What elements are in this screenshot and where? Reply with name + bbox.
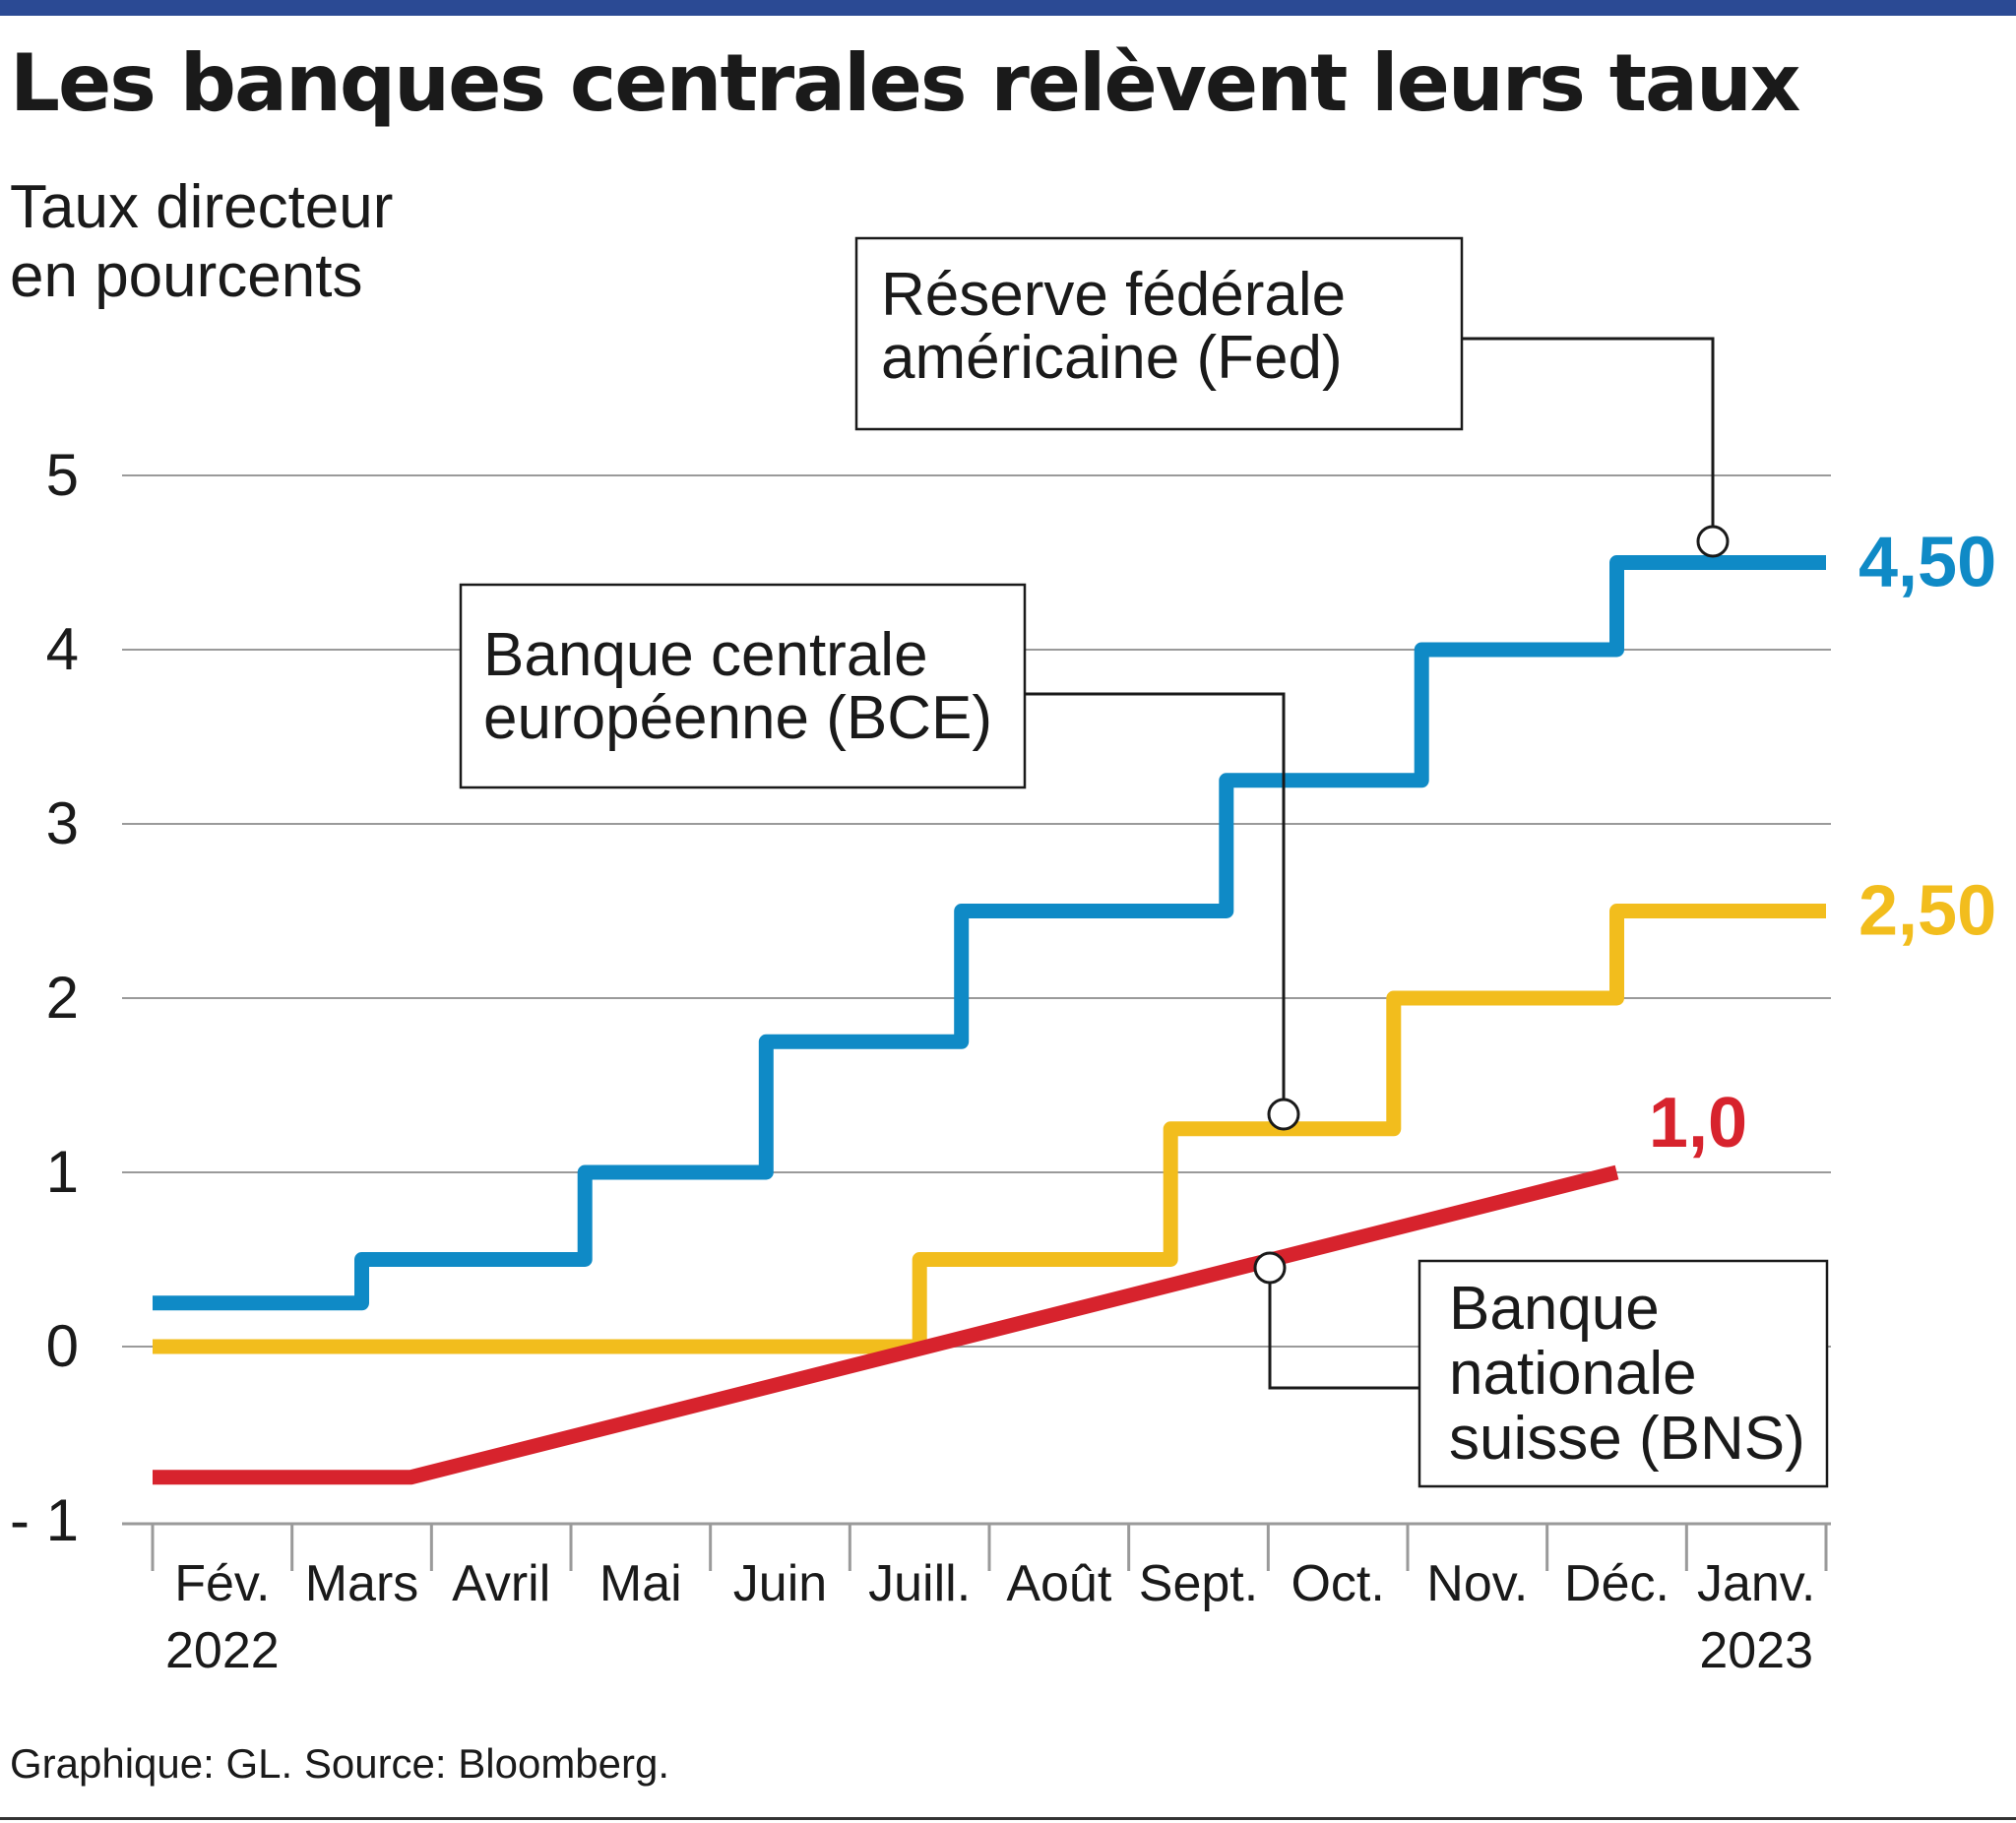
bce-leader-line: [1025, 692, 1286, 1114]
end-labels: 4,50 2,50 1,0: [1649, 524, 1996, 1163]
y-tick-label: 4: [46, 616, 79, 682]
y-tick-label: - 1: [10, 1487, 79, 1553]
fed-label-box: [854, 236, 1464, 431]
x-tick-label: Mai: [599, 1555, 682, 1612]
bns-marker: [1253, 1251, 1287, 1285]
fed-label-text: Réserve fédérale: [881, 261, 1346, 329]
bns-label-box: [1418, 1259, 1829, 1488]
bce-label-box: [459, 583, 1027, 789]
x-axis: Fév. 2022 Mars Avril Mai Juin Juill. Août Sept. O…: [122, 1522, 1831, 1679]
bottom-rule: [0, 1817, 2016, 1820]
bns-end-label: 1,0: [1649, 1084, 1747, 1163]
x-tick-label: Oct.: [1291, 1555, 1384, 1612]
bce-label-text: Banque centrale: [483, 621, 928, 689]
fed-marker: [1696, 525, 1730, 558]
y-tick-label: 0: [46, 1313, 79, 1379]
bns-label-text: Banque: [1449, 1275, 1660, 1343]
chart-title: Les banques centrales relèvent leurs tau…: [10, 37, 1800, 129]
bce-label-text: européenne (BCE): [483, 684, 992, 752]
x-tick-label: Fév.: [174, 1555, 270, 1612]
x-tick-label: Nov.: [1426, 1555, 1528, 1612]
fed-leader-line: [1462, 337, 1715, 541]
bns-leader-line: [1268, 1268, 1419, 1390]
y-tick-label: 5: [46, 442, 79, 508]
x-tick-label: Sept.: [1139, 1555, 1258, 1612]
bce-end-label: 2,50: [1858, 872, 1996, 951]
y-tick-label: 3: [46, 790, 79, 856]
y-tick-label: 2: [46, 965, 79, 1031]
x-tick-label: Janv.: [1697, 1555, 1815, 1612]
x-tick-label: Juill.: [868, 1555, 971, 1612]
header-bar: [0, 0, 2016, 16]
fed-line: [153, 555, 1826, 1311]
bns-line: [153, 1164, 1619, 1485]
x-tick-label: Déc.: [1564, 1555, 1670, 1612]
x-tick-label: Mars: [305, 1555, 419, 1612]
bns-label-text: suisse (BNS): [1449, 1405, 1805, 1473]
x-tick-label: Juin: [733, 1555, 827, 1612]
bce-marker: [1267, 1098, 1300, 1131]
y-axis-ticks: - 1 0 1 2 3 4 5: [10, 442, 79, 1553]
bns-label-text: nationale: [1449, 1340, 1697, 1408]
fed-label-text: américaine (Fed): [881, 324, 1343, 392]
source-note: Graphique: GL. Source: Bloomberg.: [10, 1740, 670, 1787]
y-tick-label: 1: [46, 1139, 79, 1205]
x-tick-label: Août: [1006, 1555, 1112, 1612]
y-axis-label: Taux directeur en pourcents: [10, 173, 394, 310]
x-tick-label: 2022: [165, 1622, 280, 1679]
fed-end-label: 4,50: [1858, 524, 1996, 602]
x-tick-label: Avril: [452, 1555, 550, 1612]
x-tick-label: 2023: [1699, 1622, 1813, 1679]
